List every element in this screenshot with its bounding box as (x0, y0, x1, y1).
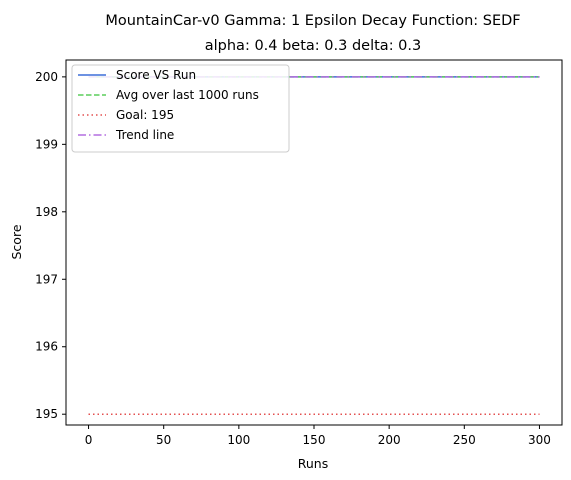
chart-title-line1: MountainCar-v0 Gamma: 1 Epsilon Decay Fu… (105, 13, 520, 29)
x-tick-label: 0 (85, 433, 93, 447)
chart-title-line2: alpha: 0.4 beta: 0.3 delta: 0.3 (205, 38, 422, 54)
x-axis-label: Runs (298, 456, 328, 471)
x-tick-label: 50 (156, 433, 171, 447)
y-tick-label: 198 (35, 205, 58, 219)
y-tick-label: 195 (35, 407, 58, 421)
x-tick-label: 250 (453, 433, 476, 447)
y-axis-label: Score (9, 224, 24, 259)
y-tick-label: 196 (35, 340, 58, 354)
legend-label-4: Trend line (115, 128, 174, 142)
legend-label-3: Goal: 195 (116, 108, 174, 122)
legend: Score VS Run Avg over last 1000 runs Goal:… (72, 65, 289, 152)
legend-label-2: Avg over last 1000 runs (116, 88, 259, 102)
y-tick-label: 199 (35, 137, 58, 151)
x-tick-label: 200 (378, 433, 401, 447)
x-tick-label: 300 (528, 433, 551, 447)
x-tick-label: 150 (303, 433, 326, 447)
legend-label-1: Score VS Run (116, 68, 196, 82)
y-tick-label: 200 (35, 70, 58, 84)
y-tick-label: 197 (35, 272, 58, 286)
x-tick-label: 100 (227, 433, 250, 447)
